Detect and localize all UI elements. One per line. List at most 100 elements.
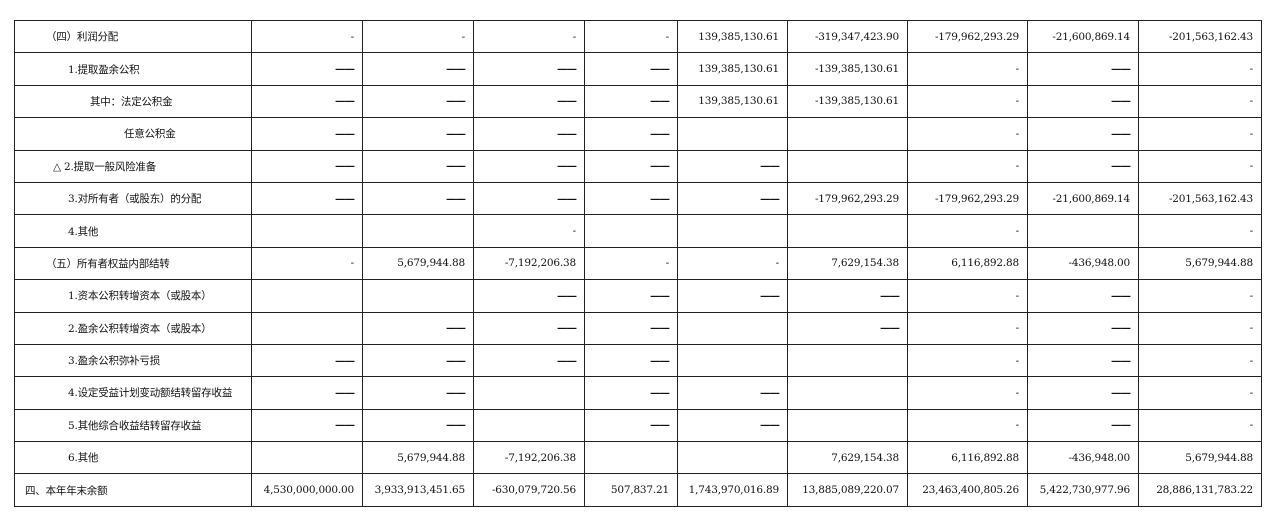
value-cell: -319,347,423.90 [787,19,908,54]
value-cell: -201,563,162.43 [1138,181,1262,216]
table-row: 5.其他综合收益结转留存收益 —— —— —— —— - —— - [14,408,1262,443]
row-label: 2.盈余公积转增资本（或股本） [14,311,252,345]
value-cell: 507,837.21 [584,473,678,507]
table-row: 1.资本公积转增资本（或股本） —— —— —— —— - —— - [14,279,1262,313]
value-cell: 7,629,154.38 [787,441,908,475]
value-cell: 6,116,892.88 [907,246,1028,281]
value-cell: 6,116,892.88 [907,441,1028,475]
value-cell: —— [251,376,363,410]
value-cell: —— [787,311,908,345]
value-cell: —— [1027,376,1139,410]
value-cell [362,214,474,248]
table-row: 3.对所有者（或股东）的分配 —— —— —— —— —— -179,962,293.29-… [14,181,1262,216]
value-cell: - [584,19,678,54]
value-cell: —— [251,149,363,183]
value-cell: —— [1027,279,1139,313]
value-cell: - [1138,84,1262,119]
value-cell: —— [362,117,474,151]
value-cell [787,117,908,151]
value-cell: —— [473,181,585,216]
value-cell [787,214,908,248]
value-cell: —— [584,279,678,313]
value-cell: —— [677,149,788,183]
value-cell: -21,600,869.14 [1027,181,1139,216]
table-row: 1.提取盈余公积 —— —— —— —— 139,385,130.61 -139,385,1… [14,52,1262,86]
value-cell: -436,948.00 [1027,441,1139,475]
value-cell: 139,385,130.61 [677,19,788,54]
value-cell: - [907,279,1028,313]
value-cell [251,279,363,313]
row-label: △ 2.提取一般风险准备 [14,149,252,183]
value-cell: 139,385,130.61 [677,84,788,119]
table-row: 4.其他 - - - [14,214,1262,248]
value-cell: —— [473,52,585,86]
value-cell [251,214,363,248]
value-cell: —— [473,84,585,119]
value-cell: —— [362,181,474,216]
value-cell: - [473,19,585,54]
value-cell: 5,679,944.88 [362,441,474,475]
value-cell: —— [362,343,474,378]
value-cell: -630,079,720.56 [473,473,585,507]
value-cell: - [677,246,788,281]
value-cell: —— [362,84,474,119]
value-cell [677,214,788,248]
row-label: 3.盈余公积弥补亏损 [14,343,252,378]
row-label: 4.其他 [14,214,252,248]
value-cell: —— [584,376,678,410]
value-cell: 4,530,000,000.00 [251,473,363,507]
value-cell: - [907,149,1028,183]
value-cell: 1,743,970,016.89 [677,473,788,507]
value-cell: - [907,52,1028,86]
value-cell [251,311,363,345]
value-cell: - [907,214,1028,248]
table-row: 3.盈余公积弥补亏损 —— —— —— —— - —— - [14,343,1262,378]
value-cell: -179,962,293.29 [907,19,1028,54]
table-row: 四、本年年末余额 4,530,000,000.00 3,933,913,451.65… [14,473,1262,507]
value-cell: —— [584,343,678,378]
value-cell: —— [473,149,585,183]
value-cell [251,441,363,475]
value-cell: -436,948.00 [1027,246,1139,281]
value-cell: -7,192,206.38 [473,441,585,475]
row-label: 1.资本公积转增资本（或股本） [14,279,252,313]
value-cell: —— [677,279,788,313]
value-cell: —— [584,408,678,443]
value-cell: —— [584,311,678,345]
value-cell: - [1138,52,1262,86]
value-cell [787,376,908,410]
value-cell [473,408,585,443]
value-cell: -201,563,162.43 [1138,19,1262,54]
value-cell: -179,962,293.29 [907,181,1028,216]
value-cell: —— [584,52,678,86]
value-cell: —— [473,279,585,313]
value-cell: - [1138,343,1262,378]
value-cell: -7,192,206.38 [473,246,585,281]
row-label: 5.其他综合收益结转留存收益 [14,408,252,443]
value-cell: —— [1027,52,1139,86]
value-cell: - [584,246,678,281]
value-cell: -139,385,130.61 [787,52,908,86]
value-cell: —— [677,376,788,410]
value-cell: —— [677,181,788,216]
value-cell: —— [362,149,474,183]
value-cell: - [1138,376,1262,410]
value-cell: - [251,246,363,281]
row-label: 任意公积金 [14,117,252,151]
value-cell: - [1138,149,1262,183]
value-cell [362,279,474,313]
value-cell: —— [362,376,474,410]
value-cell: —— [787,279,908,313]
value-cell: —— [1027,149,1139,183]
value-cell: - [251,19,363,54]
value-cell: —— [1027,408,1139,443]
value-cell: 5,679,944.88 [1138,246,1262,281]
value-cell: —— [584,149,678,183]
value-cell: - [362,19,474,54]
value-cell: —— [1027,117,1139,151]
row-label: 其中：法定公积金 [14,84,252,119]
value-cell [584,441,678,475]
value-cell: - [907,408,1028,443]
value-cell: - [1138,279,1262,313]
value-cell: - [907,117,1028,151]
